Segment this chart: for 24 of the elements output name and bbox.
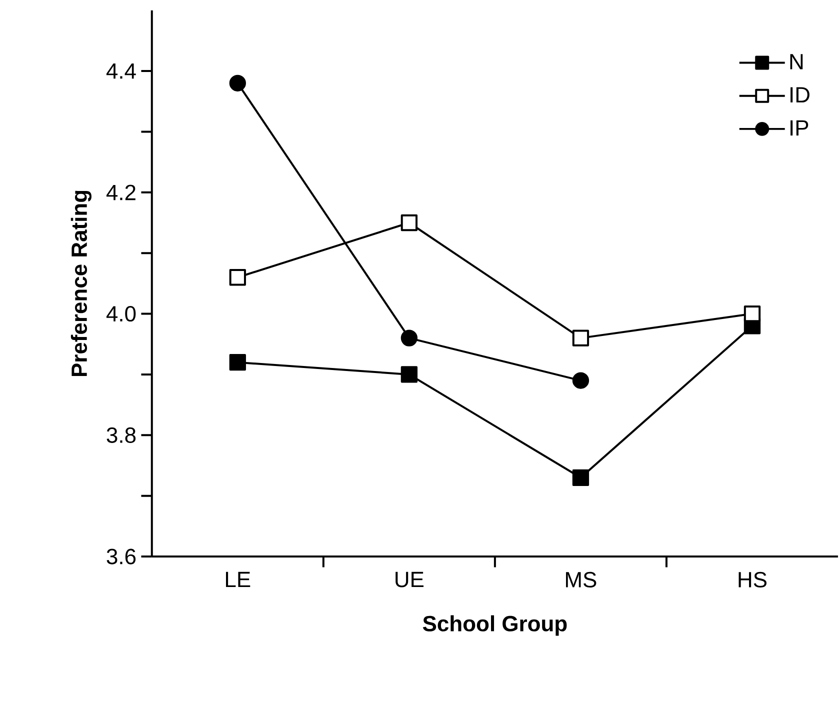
y-tick-label: 4.4	[106, 63, 136, 78]
point	[400, 366, 418, 383]
x-tick-label: MS	[566, 572, 596, 588]
x-tick-label: UE	[396, 572, 424, 588]
y-tick-label: 4.0	[106, 306, 136, 322]
x-axis-title: School Group	[422, 615, 567, 636]
point	[572, 330, 590, 346]
point	[229, 74, 246, 92]
point	[744, 305, 761, 322]
y-tick-label: 3.6	[106, 548, 136, 564]
point	[572, 469, 590, 486]
x-tick-label: HS	[738, 572, 766, 588]
y-tick-label: 4.2	[106, 184, 136, 200]
legend-label: ID	[790, 87, 810, 102]
point	[229, 268, 246, 286]
y-tick-label: 3.8	[106, 427, 136, 443]
point	[572, 372, 590, 389]
y-axis-title: Preference Rating	[70, 190, 92, 376]
legend-label: N	[790, 54, 803, 70]
point	[400, 214, 418, 231]
point	[229, 354, 246, 370]
x-tick-label: LE	[226, 572, 250, 587]
legend-label: IP	[790, 120, 808, 136]
point	[400, 330, 418, 346]
